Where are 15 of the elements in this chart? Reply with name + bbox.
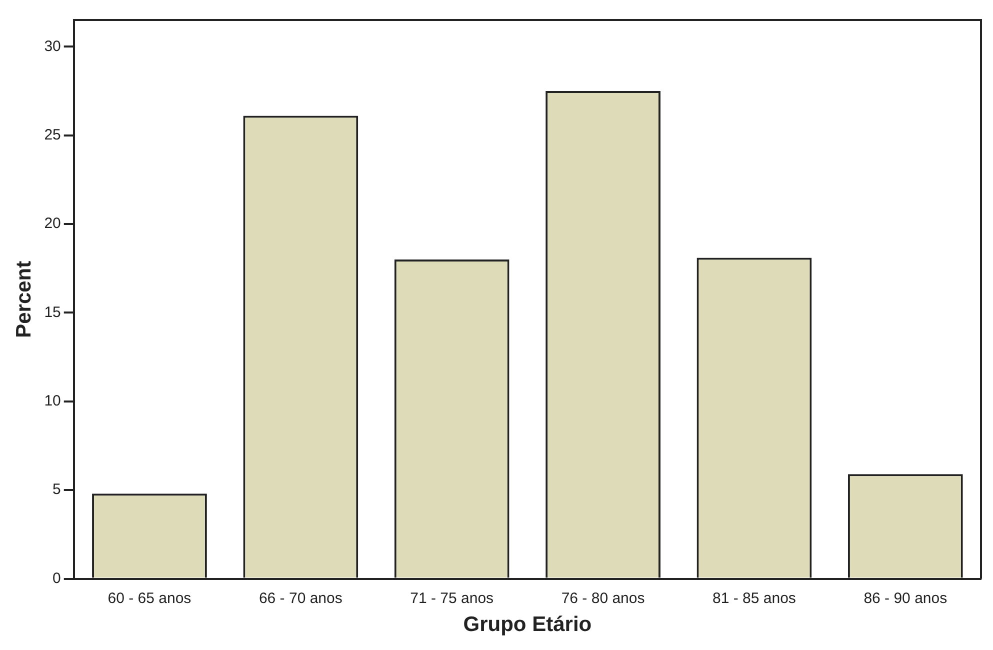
x-tick-label: 86 - 90 anos: [864, 590, 948, 607]
x-tick-label: 66 - 70 anos: [258, 590, 342, 607]
y-tick-label: 0: [52, 570, 61, 587]
y-tick-label: 10: [44, 392, 61, 410]
y-tick-label: 5: [52, 481, 61, 498]
y-axis-title: Percent: [12, 260, 36, 338]
y-tick-label: 20: [44, 215, 61, 232]
x-tick-label: 81 - 85 anos: [712, 590, 796, 607]
x-tick-label: 60 - 65 anos: [108, 590, 192, 607]
y-tick-label: 15: [44, 304, 61, 321]
y-tick-label: 30: [44, 38, 61, 55]
x-tick-label: 71 - 75 anos: [410, 590, 494, 607]
y-tick-label: 25: [44, 126, 61, 144]
x-tick-label: 76 - 80 anos: [561, 590, 645, 607]
x-axis-title: Grupo Etário: [463, 613, 592, 636]
